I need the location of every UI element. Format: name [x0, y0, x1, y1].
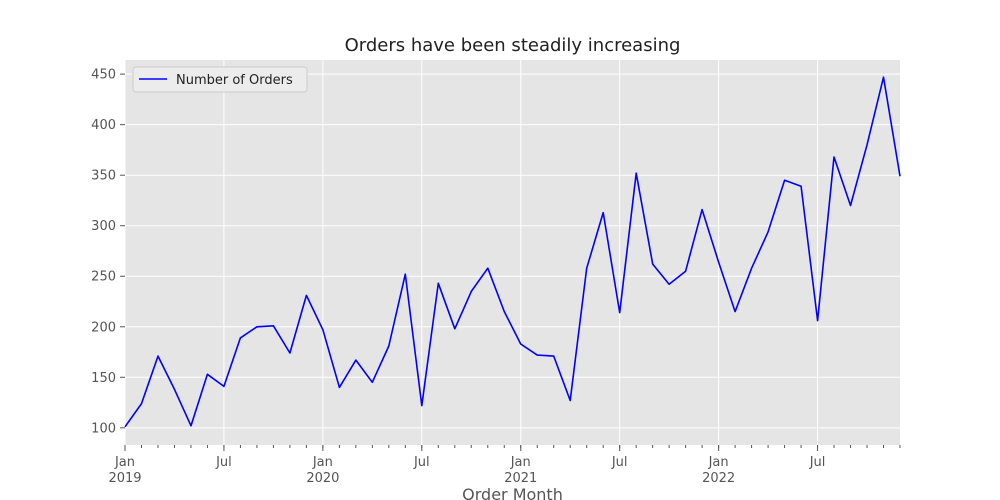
y-tick-label: 250 — [91, 270, 116, 285]
y-tick-label: 100 — [91, 421, 116, 436]
x-tick-label: Jan — [510, 455, 531, 470]
series-layer — [124, 76, 901, 428]
legend-box — [132, 66, 308, 93]
grid — [124, 60, 900, 445]
plot-area — [125, 60, 900, 445]
legend: Number of Orders — [132, 66, 308, 93]
y-tick-label: 450 — [91, 68, 116, 83]
x-tick-label: Jul — [413, 455, 430, 470]
y-tick-label: 400 — [91, 118, 116, 133]
x-tick-label: Jan — [312, 455, 333, 470]
x-tick-year-label: 2021 — [504, 471, 537, 486]
x-tick-label: Jul — [809, 455, 826, 470]
y-tick-label: 350 — [91, 169, 116, 184]
chart-title: Orders have been steadily increasing — [345, 35, 681, 56]
series-line — [124, 76, 901, 428]
legend-label: Number of Orders — [176, 73, 293, 88]
x-tick-label: Jan — [708, 455, 729, 470]
y-tick-label: 300 — [91, 219, 116, 234]
x-tick-year-label: 2019 — [108, 471, 141, 486]
x-axis-label: Order Month — [462, 485, 563, 500]
x-tick-label: Jul — [215, 455, 232, 470]
x-tick-year-label: 2022 — [702, 471, 735, 486]
y-tick-label: 200 — [91, 320, 116, 335]
x-tick-label: Jul — [611, 455, 628, 470]
x-tick-label: Jan — [114, 455, 135, 470]
x-tick-year-label: 2020 — [306, 471, 339, 486]
y-tick-label: 150 — [91, 371, 116, 386]
